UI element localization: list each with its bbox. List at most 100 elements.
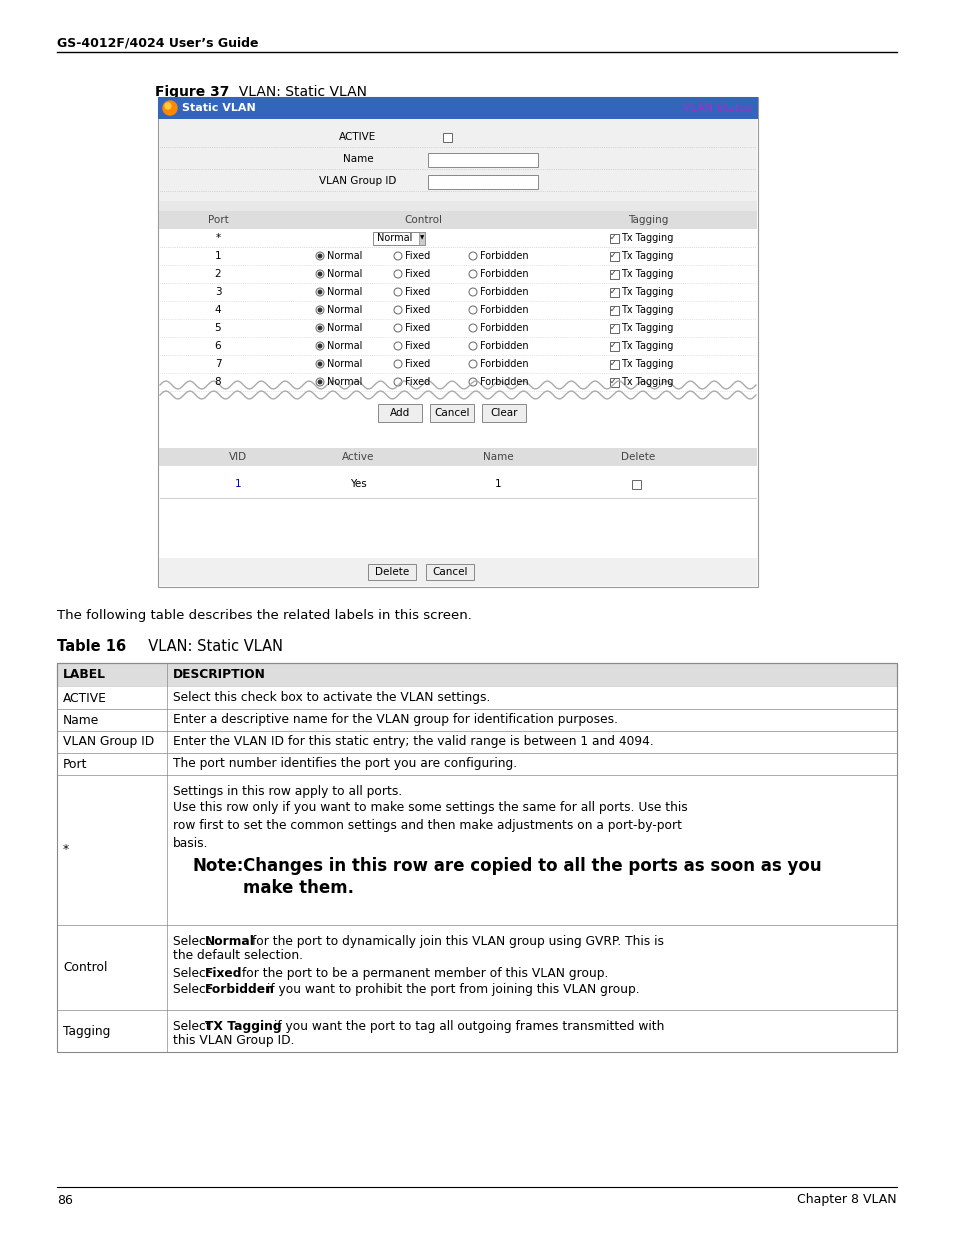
Bar [373,232,424,245]
Circle shape [394,342,401,350]
Text: Forbidden: Forbidden [479,341,528,351]
Text: Delete: Delete [620,452,655,462]
Text: Select: Select [172,935,214,948]
Circle shape [469,270,476,278]
Text: Enter the VLAN ID for this static entry; the valid range is between 1 and 4094.: Enter the VLAN ID for this static entry;… [172,736,653,748]
Circle shape [318,362,321,366]
Bar [609,342,618,351]
Text: Use this row only if you want to make some settings the same for all ports. Use : Use this row only if you want to make so… [172,802,687,850]
Text: Select: Select [172,967,214,981]
Text: Fixed: Fixed [405,359,430,369]
Text: The following table describes the related labels in this screen.: The following table describes the relate… [57,609,472,622]
Text: 8: 8 [214,377,221,387]
Text: Name: Name [63,714,99,726]
Bar [57,925,896,1010]
Circle shape [394,324,401,332]
Bar [609,252,618,261]
Text: Fixed: Fixed [405,287,430,296]
Bar [158,98,758,587]
Bar [481,404,525,422]
Circle shape [165,103,171,109]
Text: 1: 1 [214,251,221,261]
Bar [57,663,896,1052]
Text: VID: VID [229,452,247,462]
Circle shape [394,288,401,296]
Text: Select this check box to activate the VLAN settings.: Select this check box to activate the VL… [172,692,490,704]
Text: Enter a descriptive name for the VLAN group for identification purposes.: Enter a descriptive name for the VLAN gr… [172,714,618,726]
Text: the default selection.: the default selection. [172,948,303,962]
Text: ✓: ✓ [609,359,616,368]
Text: Normal: Normal [327,341,362,351]
Text: LABEL: LABEL [63,668,106,682]
Circle shape [315,378,324,387]
Circle shape [318,380,321,384]
Bar [609,233,618,243]
Text: Table 16: Table 16 [57,638,126,655]
Text: ✓: ✓ [609,305,616,314]
Text: 86: 86 [57,1193,72,1207]
Bar [57,663,896,687]
Bar [158,98,758,119]
Text: *: * [63,844,69,857]
Text: Name: Name [342,154,373,164]
Circle shape [318,254,321,258]
Text: Chapter 8 VLAN: Chapter 8 VLAN [797,1193,896,1207]
Text: 5: 5 [214,324,221,333]
Bar [418,232,424,245]
Text: Normal: Normal [327,251,362,261]
Text: Normal: Normal [327,305,362,315]
Text: Forbidden: Forbidden [205,983,274,995]
Bar [426,564,474,580]
Text: Normal: Normal [205,935,254,948]
Text: Note:: Note: [193,857,244,876]
Text: Cancel: Cancel [432,567,467,577]
Text: Fixed: Fixed [405,377,430,387]
Text: Normal: Normal [327,324,362,333]
Text: if you want the port to tag all outgoing frames transmitted with: if you want the port to tag all outgoing… [270,1020,663,1032]
Text: ✓: ✓ [609,377,616,387]
Text: TX Tagging: TX Tagging [205,1020,281,1032]
Circle shape [469,342,476,350]
Circle shape [315,288,324,296]
Text: Figure 37: Figure 37 [154,85,229,99]
Text: Normal: Normal [376,233,412,243]
Circle shape [394,378,401,387]
Bar [57,776,896,925]
Text: 3: 3 [214,287,221,296]
Text: Yes: Yes [349,479,366,489]
Circle shape [315,270,324,278]
Text: Settings in this row apply to all ports.: Settings in this row apply to all ports. [172,785,402,798]
Text: VLAN: Static VLAN: VLAN: Static VLAN [230,85,367,99]
Circle shape [315,359,324,368]
Text: Tx Tagging: Tx Tagging [620,324,673,333]
Circle shape [469,359,476,368]
Text: Forbidden: Forbidden [479,324,528,333]
Bar [428,153,537,167]
Text: Forbidden: Forbidden [479,251,528,261]
Bar [428,175,537,189]
Bar [442,133,452,142]
Text: Tagging: Tagging [63,1025,111,1037]
Text: if you want to prohibit the port from joining this VLAN group.: if you want to prohibit the port from jo… [263,983,639,995]
Bar [159,448,757,466]
Text: VLAN: Static VLAN: VLAN: Static VLAN [139,638,283,655]
Text: Select: Select [172,1020,214,1032]
Text: Delete: Delete [375,567,409,577]
Text: Fixed: Fixed [405,269,430,279]
Circle shape [318,272,321,275]
Text: Normal: Normal [327,287,362,296]
Circle shape [469,288,476,296]
Text: ACTIVE: ACTIVE [339,132,376,142]
Circle shape [318,345,321,348]
Text: Active: Active [341,452,374,462]
Text: *: * [215,233,220,243]
Bar [57,753,896,776]
Text: Normal: Normal [327,359,362,369]
Text: Normal: Normal [327,377,362,387]
Text: Control: Control [63,961,108,974]
Text: Tx Tagging: Tx Tagging [620,341,673,351]
Text: Add: Add [390,408,410,417]
Text: VLAN Group ID: VLAN Group ID [319,177,396,186]
Text: 1: 1 [234,479,241,489]
Text: Port: Port [208,215,228,225]
